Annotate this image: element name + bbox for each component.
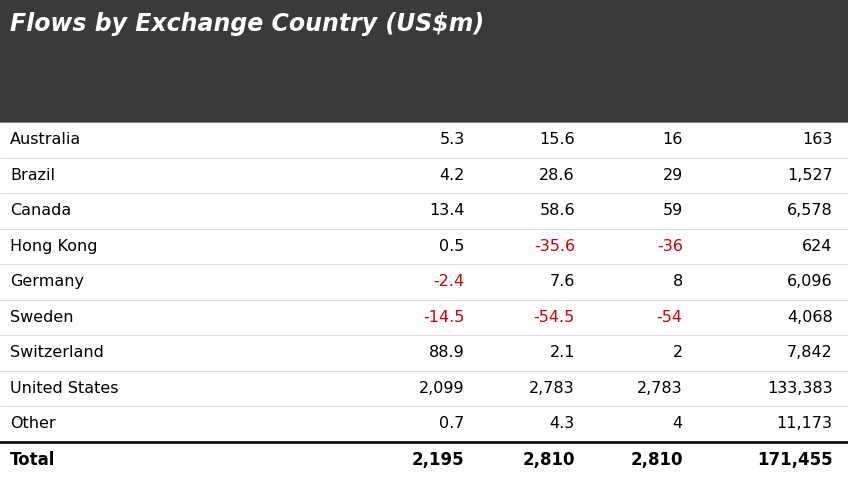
- Text: 2,810: 2,810: [630, 451, 683, 469]
- Text: 15.6: 15.6: [539, 132, 575, 148]
- Text: 4,068: 4,068: [787, 310, 833, 325]
- Text: Canada: Canada: [10, 204, 71, 218]
- Text: 59: 59: [662, 204, 683, 218]
- Text: Sweden: Sweden: [10, 310, 74, 325]
- Text: 4: 4: [672, 416, 683, 432]
- Text: -54.5: -54.5: [533, 310, 575, 325]
- Text: 2,783: 2,783: [637, 381, 683, 396]
- Text: 16: 16: [662, 132, 683, 148]
- Text: 8: 8: [672, 274, 683, 289]
- Text: -14.5: -14.5: [423, 310, 465, 325]
- Text: 2,810: 2,810: [522, 451, 575, 469]
- Text: Other: Other: [10, 416, 56, 432]
- FancyBboxPatch shape: [0, 0, 848, 122]
- Text: CoinShares: CoinShares: [15, 128, 192, 156]
- Text: Brazil: Brazil: [10, 168, 55, 183]
- Text: Flows by Exchange Country (US$m): Flows by Exchange Country (US$m): [10, 12, 484, 36]
- Text: Hong Kong: Hong Kong: [10, 239, 98, 254]
- Text: YTD flows: YTD flows: [608, 161, 683, 176]
- Text: 6,578: 6,578: [787, 204, 833, 218]
- Text: 11,173: 11,173: [777, 416, 833, 432]
- Text: 0.5: 0.5: [439, 239, 465, 254]
- Text: 163: 163: [802, 132, 833, 148]
- Text: Australia: Australia: [10, 132, 81, 148]
- Text: 28.6: 28.6: [539, 168, 575, 183]
- Text: 624: 624: [802, 239, 833, 254]
- Text: Week: Week: [422, 128, 465, 143]
- Text: -35.6: -35.6: [534, 239, 575, 254]
- Text: Germany: Germany: [10, 274, 84, 289]
- Text: 6,096: 6,096: [787, 274, 833, 289]
- Text: AUM: AUM: [798, 161, 833, 176]
- Text: flows: flows: [425, 161, 465, 176]
- Text: -2.4: -2.4: [433, 274, 465, 289]
- Text: 171,455: 171,455: [757, 451, 833, 469]
- Text: -36: -36: [656, 239, 683, 254]
- Text: 2.1: 2.1: [550, 345, 575, 360]
- Text: 2: 2: [672, 345, 683, 360]
- Text: flows: flows: [535, 161, 575, 176]
- Text: 4.2: 4.2: [439, 168, 465, 183]
- Text: 4.3: 4.3: [550, 416, 575, 432]
- Text: 7,842: 7,842: [787, 345, 833, 360]
- Text: Total: Total: [10, 451, 56, 469]
- Text: -54: -54: [656, 310, 683, 325]
- Text: United States: United States: [10, 381, 119, 396]
- Text: 7.6: 7.6: [550, 274, 575, 289]
- Text: 133,383: 133,383: [767, 381, 833, 396]
- Text: 29: 29: [662, 168, 683, 183]
- Text: 2,195: 2,195: [412, 451, 465, 469]
- Text: 2,783: 2,783: [529, 381, 575, 396]
- Text: 13.4: 13.4: [429, 204, 465, 218]
- Text: 5.3: 5.3: [439, 132, 465, 148]
- Text: MTD: MTD: [541, 128, 575, 143]
- Text: 2,099: 2,099: [419, 381, 465, 396]
- Text: 0.7: 0.7: [439, 416, 465, 432]
- Text: Switzerland: Switzerland: [10, 345, 104, 360]
- Text: 58.6: 58.6: [539, 204, 575, 218]
- Text: 88.9: 88.9: [429, 345, 465, 360]
- Text: 1,527: 1,527: [787, 168, 833, 183]
